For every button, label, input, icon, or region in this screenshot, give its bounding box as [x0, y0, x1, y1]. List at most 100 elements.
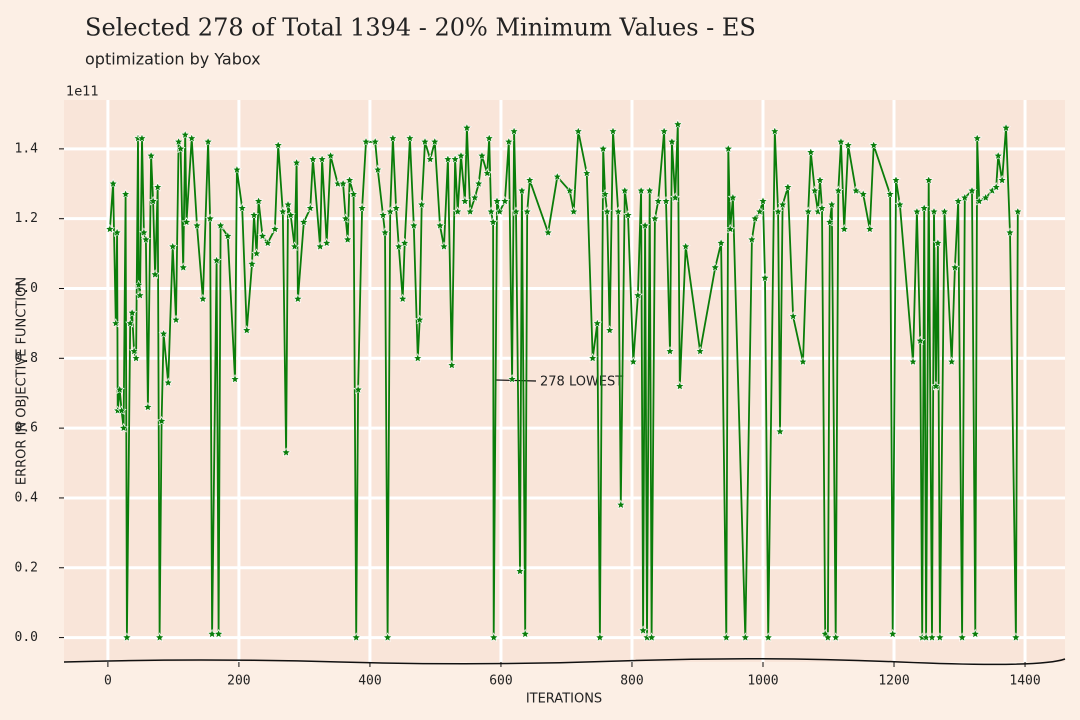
point [391, 202, 402, 213]
point [360, 136, 372, 147]
point [404, 133, 415, 143]
point [816, 202, 827, 213]
x-axis-line [63, 657, 1066, 666]
point [213, 628, 224, 639]
point [281, 447, 292, 457]
point [342, 234, 353, 244]
point [211, 255, 222, 265]
point [809, 185, 820, 196]
point [839, 223, 850, 234]
point [522, 206, 533, 216]
point [112, 227, 123, 237]
point [509, 126, 520, 136]
point [289, 241, 300, 251]
point [231, 164, 242, 175]
point [615, 499, 626, 510]
point [494, 206, 505, 216]
point [957, 632, 968, 642]
point [835, 136, 846, 147]
point [131, 353, 142, 363]
point [974, 195, 985, 206]
point [824, 216, 835, 227]
point [438, 241, 449, 251]
point [666, 136, 677, 147]
point [928, 206, 940, 216]
point [262, 237, 273, 248]
y-axis-label: ERROR IN OBJECTIVE FUNCTION [15, 277, 30, 485]
point [607, 126, 619, 136]
point [716, 237, 727, 248]
point [488, 216, 499, 227]
point [246, 258, 258, 269]
chart-subtitle: optimization by Yabox [85, 50, 261, 69]
point [344, 175, 355, 185]
point [552, 171, 563, 182]
point [915, 335, 926, 346]
point [980, 192, 991, 203]
point [594, 632, 605, 642]
point [887, 628, 898, 639]
point [108, 178, 119, 189]
point [939, 206, 950, 216]
point [833, 185, 844, 196]
point [338, 178, 349, 189]
point [134, 290, 146, 300]
point [307, 154, 318, 164]
x-tick-label: 0 [104, 674, 112, 689]
point [695, 346, 706, 356]
point [419, 136, 430, 147]
series-line [109, 123, 1019, 639]
point [146, 150, 157, 161]
point [932, 237, 943, 248]
point [604, 325, 615, 335]
point [646, 632, 657, 642]
point [868, 140, 879, 150]
point [156, 415, 167, 426]
point [241, 325, 252, 335]
point [215, 220, 226, 230]
point [814, 175, 826, 185]
point [150, 269, 161, 279]
x-tick-label: 800 [620, 674, 643, 689]
y-tick-label: 1.2 [15, 211, 38, 226]
point [125, 318, 136, 328]
point [499, 195, 510, 206]
y-tick-label: 0.4 [15, 490, 39, 505]
point [163, 377, 174, 388]
point [991, 182, 1002, 192]
point [949, 262, 960, 272]
point [520, 628, 531, 639]
point [205, 213, 216, 223]
point [317, 154, 328, 164]
point [1012, 206, 1023, 216]
point [118, 422, 129, 433]
chart-title: Selected 278 of Total 1394 - 20% Minimum… [85, 14, 756, 42]
point [191, 220, 203, 230]
point [993, 150, 1004, 161]
x-tick-label: 1000 [747, 674, 778, 689]
point [723, 143, 734, 154]
point [269, 223, 280, 234]
point [408, 220, 419, 230]
point [465, 206, 476, 216]
point [292, 293, 303, 304]
point [503, 136, 514, 147]
point [510, 206, 522, 216]
point [277, 206, 288, 216]
point [116, 405, 127, 415]
point [203, 136, 214, 147]
y-tick-label: 0.2 [15, 560, 38, 575]
point [382, 632, 393, 642]
point [966, 185, 978, 196]
point [674, 380, 685, 391]
point [659, 126, 670, 136]
point [429, 136, 440, 147]
point [600, 188, 611, 199]
point [516, 185, 527, 196]
point [850, 185, 862, 196]
point [858, 188, 869, 199]
point [740, 632, 751, 642]
point [251, 248, 262, 258]
point [649, 213, 660, 223]
point [315, 241, 326, 251]
